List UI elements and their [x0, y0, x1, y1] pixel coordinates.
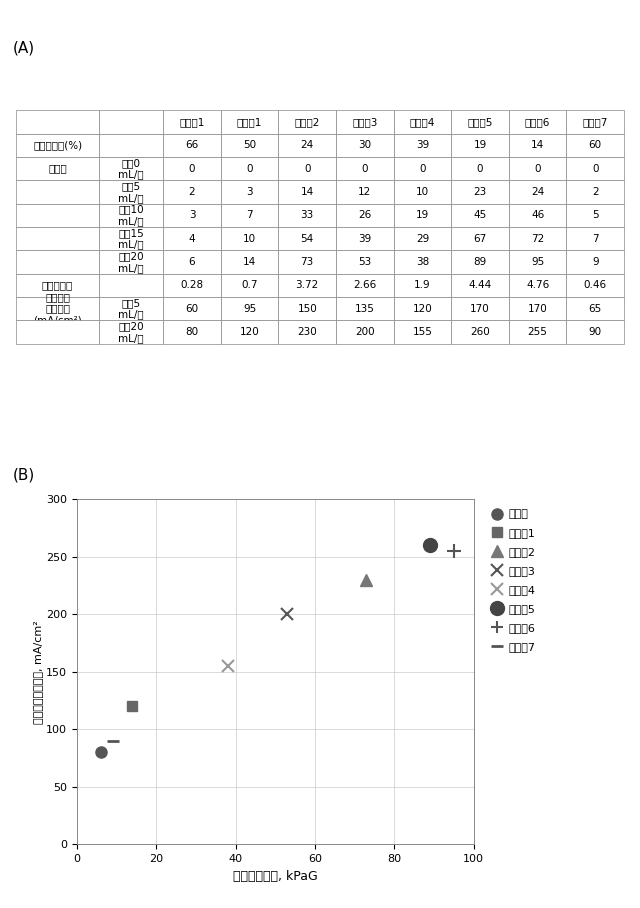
X-axis label: セル入口圧力, kPaG: セル入口圧力, kPaG [233, 870, 317, 883]
Text: (B): (B) [13, 468, 35, 483]
Text: (A): (A) [13, 41, 35, 56]
Y-axis label: 拡散限界電流密度, mA/cm²: 拡散限界電流密度, mA/cm² [33, 620, 43, 724]
Legend: 比較例, 実施例1, 実施例2, 実施例3, 実施例4, 実施例5, 実施例6, 実施例7: 比較例, 実施例1, 実施例2, 実施例3, 実施例4, 実施例5, 実施例6,… [487, 505, 540, 656]
